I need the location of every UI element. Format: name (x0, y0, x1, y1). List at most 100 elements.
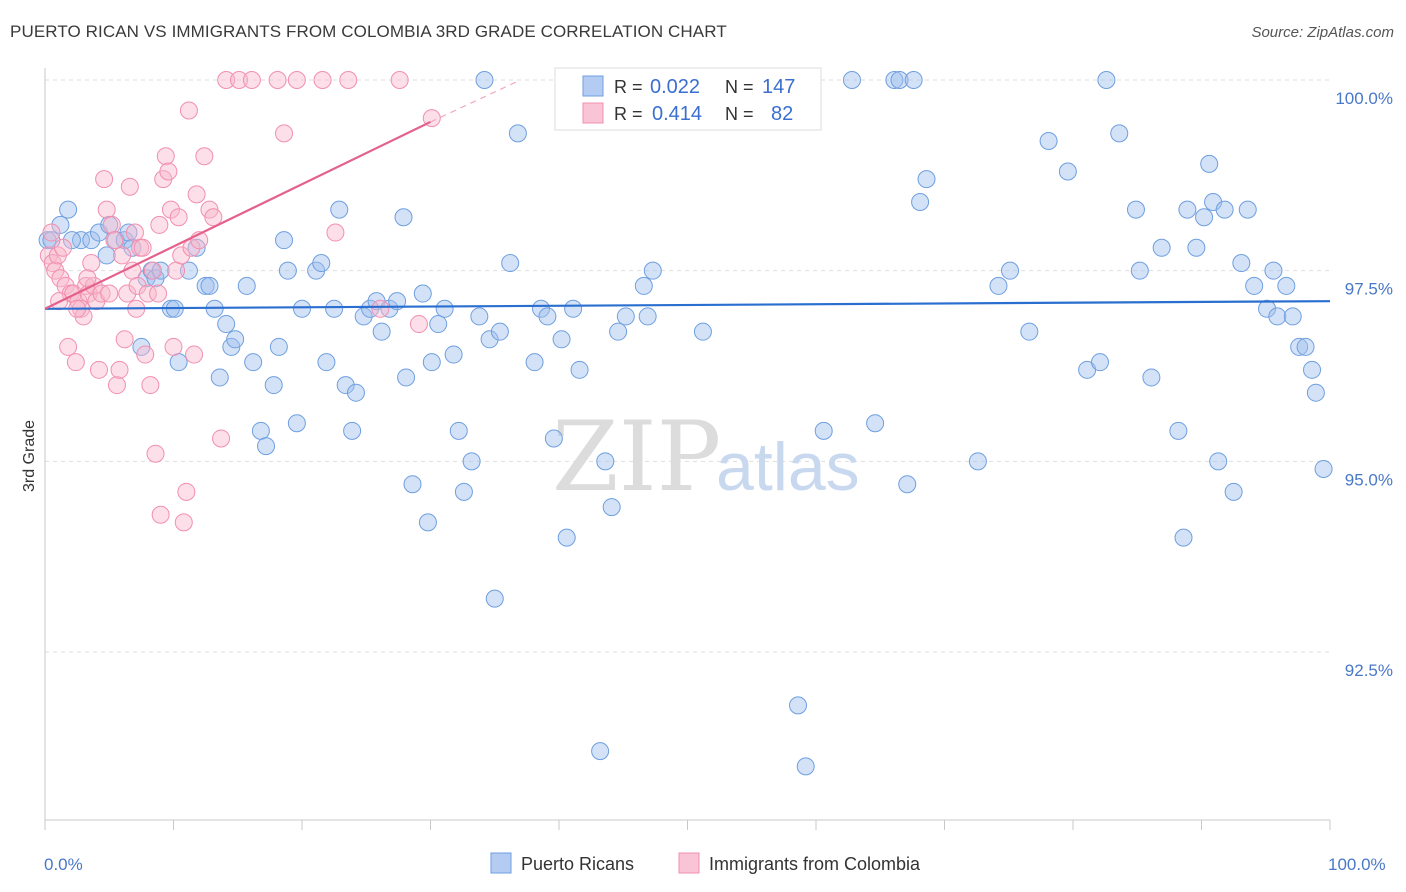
point-colombia-59 (195, 147, 214, 166)
point-puerto-ricans-109 (1039, 132, 1058, 151)
point-puerto-ricans-25 (210, 368, 229, 387)
point-colombia-46 (159, 162, 178, 181)
point-puerto-ricans-118 (1152, 238, 1171, 257)
point-colombia-41 (146, 444, 165, 463)
point-colombia-49 (167, 261, 186, 280)
point-puerto-ricans-139 (1303, 360, 1322, 379)
point-colombia-51 (172, 246, 191, 265)
point-puerto-ricans-30 (244, 353, 263, 372)
point-colombia-27 (110, 360, 129, 379)
point-colombia-7 (59, 337, 78, 356)
point-puerto-ricans-78 (564, 299, 583, 318)
chart-source: Source: ZipAtlas.com (1251, 24, 1394, 41)
point-colombia-16 (82, 254, 101, 273)
point-colombia-38 (138, 284, 157, 303)
point-puerto-ricans-96 (814, 421, 833, 440)
point-colombia-73 (390, 71, 409, 89)
point-puerto-ricans-79 (570, 360, 589, 379)
point-puerto-ricans-56 (413, 284, 432, 303)
series-immigrants-from-colombia (39, 71, 441, 532)
point-colombia-70 (326, 223, 345, 242)
point-colombia-55 (182, 238, 201, 257)
point-puerto-ricans-135 (1277, 276, 1296, 295)
y-tick-label-3: 100.0% (1335, 89, 1393, 108)
point-puerto-ricans-77 (557, 528, 576, 547)
point-puerto-ricans-29 (237, 276, 256, 295)
point-colombia-5 (53, 238, 72, 257)
point-puerto-ricans-70 (501, 254, 520, 273)
point-puerto-ricans-101 (898, 475, 917, 494)
point-puerto-ricans-67 (480, 330, 499, 349)
point-puerto-ricans-42 (325, 299, 344, 318)
point-puerto-ricans-142 (62, 231, 81, 250)
point-puerto-ricans-53 (394, 208, 413, 227)
chart-title: PUERTO RICAN VS IMMIGRANTS FROM COLOMBIA… (10, 22, 727, 41)
point-colombia-29 (115, 330, 134, 349)
point-puerto-ricans-127 (1215, 200, 1234, 219)
point-puerto-ricans-2 (51, 215, 70, 234)
point-colombia-20 (92, 284, 111, 303)
point-puerto-ricans-114 (1110, 124, 1129, 143)
point-colombia-34 (128, 276, 147, 295)
point-colombia-67 (275, 124, 294, 143)
point-puerto-ricans-121 (1178, 200, 1197, 219)
point-colombia-42 (149, 284, 168, 303)
point-puerto-ricans-28 (226, 330, 245, 349)
point-puerto-ricans-131 (1245, 276, 1264, 295)
point-colombia-25 (105, 231, 124, 250)
point-colombia-36 (133, 238, 152, 257)
point-puerto-ricans-86 (634, 276, 653, 295)
point-colombia-57 (187, 185, 206, 204)
point-puerto-ricans-134 (1268, 307, 1287, 326)
point-puerto-ricans-46 (346, 383, 365, 402)
point-puerto-ricans-31 (251, 421, 270, 440)
point-puerto-ricans-140 (1306, 383, 1325, 402)
point-puerto-ricans-130 (1238, 200, 1257, 219)
point-puerto-ricans-105 (968, 452, 987, 471)
grid-lines (45, 79, 1330, 653)
legend-swatch-puerto-ricans (490, 852, 512, 874)
point-colombia-31 (120, 177, 139, 196)
point-puerto-ricans-34 (269, 337, 288, 356)
point-puerto-ricans-136 (1283, 307, 1302, 326)
point-colombia-45 (156, 147, 175, 166)
point-puerto-ricans-141 (1314, 459, 1333, 478)
point-puerto-ricans-106 (989, 276, 1008, 295)
point-puerto-ricans-52 (388, 292, 407, 311)
point-puerto-ricans-3 (59, 200, 78, 219)
point-colombia-28 (113, 246, 132, 265)
point-puerto-ricans-76 (552, 330, 571, 349)
point-puerto-ricans-38 (293, 299, 311, 318)
point-colombia-47 (161, 200, 180, 219)
point-colombia-68 (287, 71, 306, 89)
point-colombia-33 (125, 223, 144, 242)
point-colombia-48 (164, 337, 183, 356)
point-puerto-ricans-72 (525, 353, 544, 372)
point-puerto-ricans-91 (693, 322, 712, 341)
point-puerto-ricans-128 (1224, 482, 1243, 501)
point-puerto-ricans-88 (643, 261, 662, 280)
point-puerto-ricans-10 (119, 223, 138, 242)
trend-lines (44, 79, 1331, 310)
watermark-atlas: atlas (716, 429, 860, 505)
point-puerto-ricans-124 (1200, 154, 1219, 173)
point-colombia-62 (212, 429, 231, 448)
point-puerto-ricans-119 (1169, 421, 1188, 440)
point-puerto-ricans-99 (885, 71, 904, 89)
point-colombia-72 (371, 299, 390, 318)
point-puerto-ricans-57 (418, 513, 437, 532)
point-puerto-ricans-36 (278, 261, 297, 280)
point-puerto-ricans-103 (911, 193, 930, 212)
point-colombia-76 (42, 223, 61, 242)
watermark-zip: ZIP (552, 401, 721, 513)
y-tick-label-2: 97.5% (1345, 280, 1393, 299)
legend: Puerto Ricans Immigrants from Colombia (490, 852, 921, 874)
y-axis-tick-labels: 92.5% 95.0% 97.5% 100.0% (1335, 89, 1393, 680)
point-colombia-81 (150, 215, 169, 234)
point-puerto-ricans-64 (462, 452, 481, 471)
y-tick-label-1: 95.0% (1345, 470, 1393, 489)
point-colombia-63 (217, 71, 236, 89)
point-colombia-40 (143, 261, 162, 280)
x-axis-ticks (44, 820, 1331, 830)
stats-r-label-blue: R = (614, 77, 643, 97)
